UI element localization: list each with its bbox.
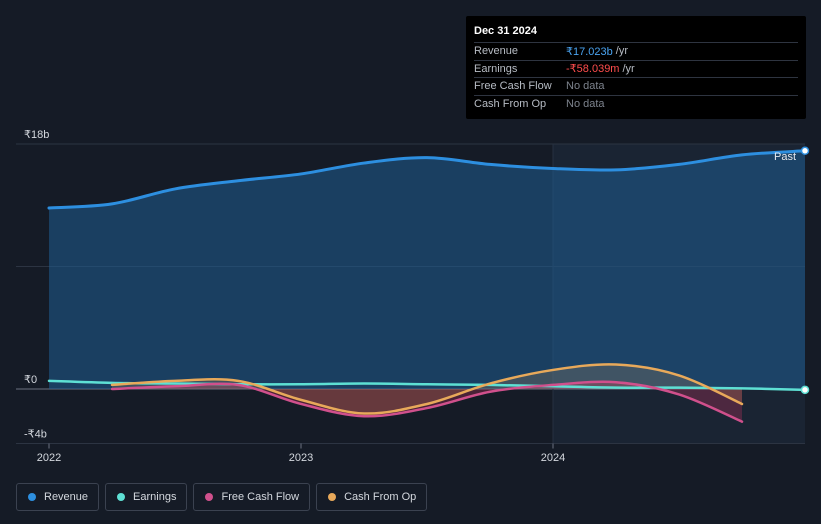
series-line-free-cash-flow [110, 380, 744, 423]
y-tick-label: ₹0 [24, 374, 37, 386]
tooltip-value: No data [566, 97, 605, 110]
legend-dot-icon [205, 493, 214, 501]
tooltip-row-cash-from-op: Cash From Op No data [474, 94, 798, 113]
legend-label: Cash From Op [344, 491, 417, 503]
legend-label: Revenue [44, 491, 89, 503]
tooltip-row-revenue: Revenue ₹17.023b /yr [474, 42, 798, 60]
tooltip-label: Revenue [474, 45, 519, 58]
tooltip: Dec 31 2024 Revenue ₹17.023b /yr Earning… [466, 16, 806, 119]
series-area-free-cash-flow [112, 381, 742, 422]
legend-dot-icon [328, 493, 337, 501]
series-area-revenue [49, 150, 805, 389]
tooltip-label: Cash From Op [474, 97, 547, 110]
series-area-cash-from-op [112, 364, 742, 414]
y-tick-label: -₹4b [24, 428, 47, 440]
tooltip-date: Dec 31 2024 [474, 25, 537, 37]
x-axis-ticks: 2022 2023 2024 [37, 443, 565, 464]
end-marker-revenue [800, 146, 810, 156]
legend-item-cash-from-op[interactable]: Cash From Op [316, 483, 428, 511]
end-marker-earnings [800, 385, 810, 395]
legend-label: Earnings [133, 491, 177, 503]
series-fills [49, 150, 805, 422]
y-tick-label: ₹18b [24, 129, 49, 141]
tooltip-value: No data [566, 80, 605, 93]
series-line-cash-from-op [110, 363, 744, 415]
series-lines [47, 146, 810, 423]
legend-item-revenue[interactable]: Revenue [16, 483, 100, 511]
x-tick-label: 2023 [289, 452, 313, 464]
tooltip-value: ₹17.023b [566, 45, 613, 58]
legend-dot-icon [117, 493, 126, 501]
tooltip-label: Earnings [474, 62, 518, 75]
tooltip-row-earnings: Earnings -₹58.039m /yr [474, 59, 798, 78]
series-line-revenue [47, 149, 807, 210]
legend-label: Free Cash Flow [221, 491, 300, 503]
past-label: Past [774, 151, 796, 163]
x-tick-label: 2022 [37, 452, 61, 464]
x-tick-label: 2024 [541, 452, 565, 464]
y-axis-ticks: ₹18b ₹0 -₹4b [24, 129, 49, 440]
legend-item-earnings[interactable]: Earnings [105, 483, 188, 511]
legend-item-free-cash-flow[interactable]: Free Cash Flow [193, 483, 311, 511]
tooltip-unit: /yr [622, 62, 635, 75]
legend-dot-icon [28, 493, 36, 501]
tooltip-unit: /yr [615, 45, 628, 58]
legend: Revenue Earnings Free Cash Flow Cash Fro… [16, 483, 428, 511]
tooltip-label: Free Cash Flow [474, 80, 552, 93]
tooltip-value: -₹58.039m [566, 63, 620, 76]
series-line-earnings [47, 379, 807, 392]
tooltip-row-free-cash-flow: Free Cash Flow No data [474, 77, 798, 95]
